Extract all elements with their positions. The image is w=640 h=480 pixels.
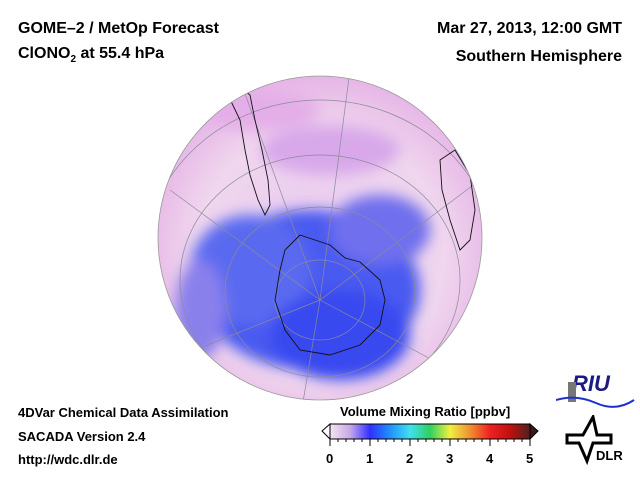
species-subscript: 2 (70, 54, 77, 66)
coastlines (227, 79, 476, 356)
riu-logo-graphic (556, 382, 635, 408)
colorbar (321, 422, 539, 446)
footer-method: 4DVar Chemical Data Assimilation (18, 405, 229, 420)
low-concentration-region (175, 90, 430, 380)
colorbar-title: Volume Mixing Ratio [ppbv] (340, 404, 511, 419)
species: ClONO (18, 45, 71, 62)
riu-logo-text: RIU (572, 371, 610, 396)
footer-url[interactable]: http://wdc.dlr.de (18, 452, 118, 467)
footer-version: SACADA Version 2.4 (18, 429, 146, 444)
colorbar-tick-label: 4 (486, 451, 494, 466)
hemisphere-label: Southern Hemisphere (455, 48, 622, 65)
colorbar-max-arrow (529, 422, 539, 441)
colorbar-tick-label: 1 (366, 451, 374, 466)
colorbar-gradient (329, 423, 531, 440)
colorbar-tick-label: 5 (526, 451, 534, 466)
colorbar-tick-label: 3 (446, 451, 454, 466)
pressure-level: at 55.4 hPa (76, 45, 165, 62)
colorbar-tick-label: 2 (406, 451, 414, 466)
colorbar-min-arrow (321, 422, 331, 441)
dlr-logo-icon (565, 415, 613, 465)
dlr-logo-text: DLR (596, 448, 623, 463)
species-level: ClONO2 at 55.4 hPa (18, 45, 164, 65)
riu-logo: RIU (572, 371, 610, 397)
map-title: GOME–2 / MetOp Forecast (18, 20, 219, 37)
colorbar-tick-label: 0 (326, 451, 334, 466)
globe-outline (157, 75, 483, 401)
forecast-date: Mar 27, 2013, 12:00 GMT (437, 20, 622, 37)
